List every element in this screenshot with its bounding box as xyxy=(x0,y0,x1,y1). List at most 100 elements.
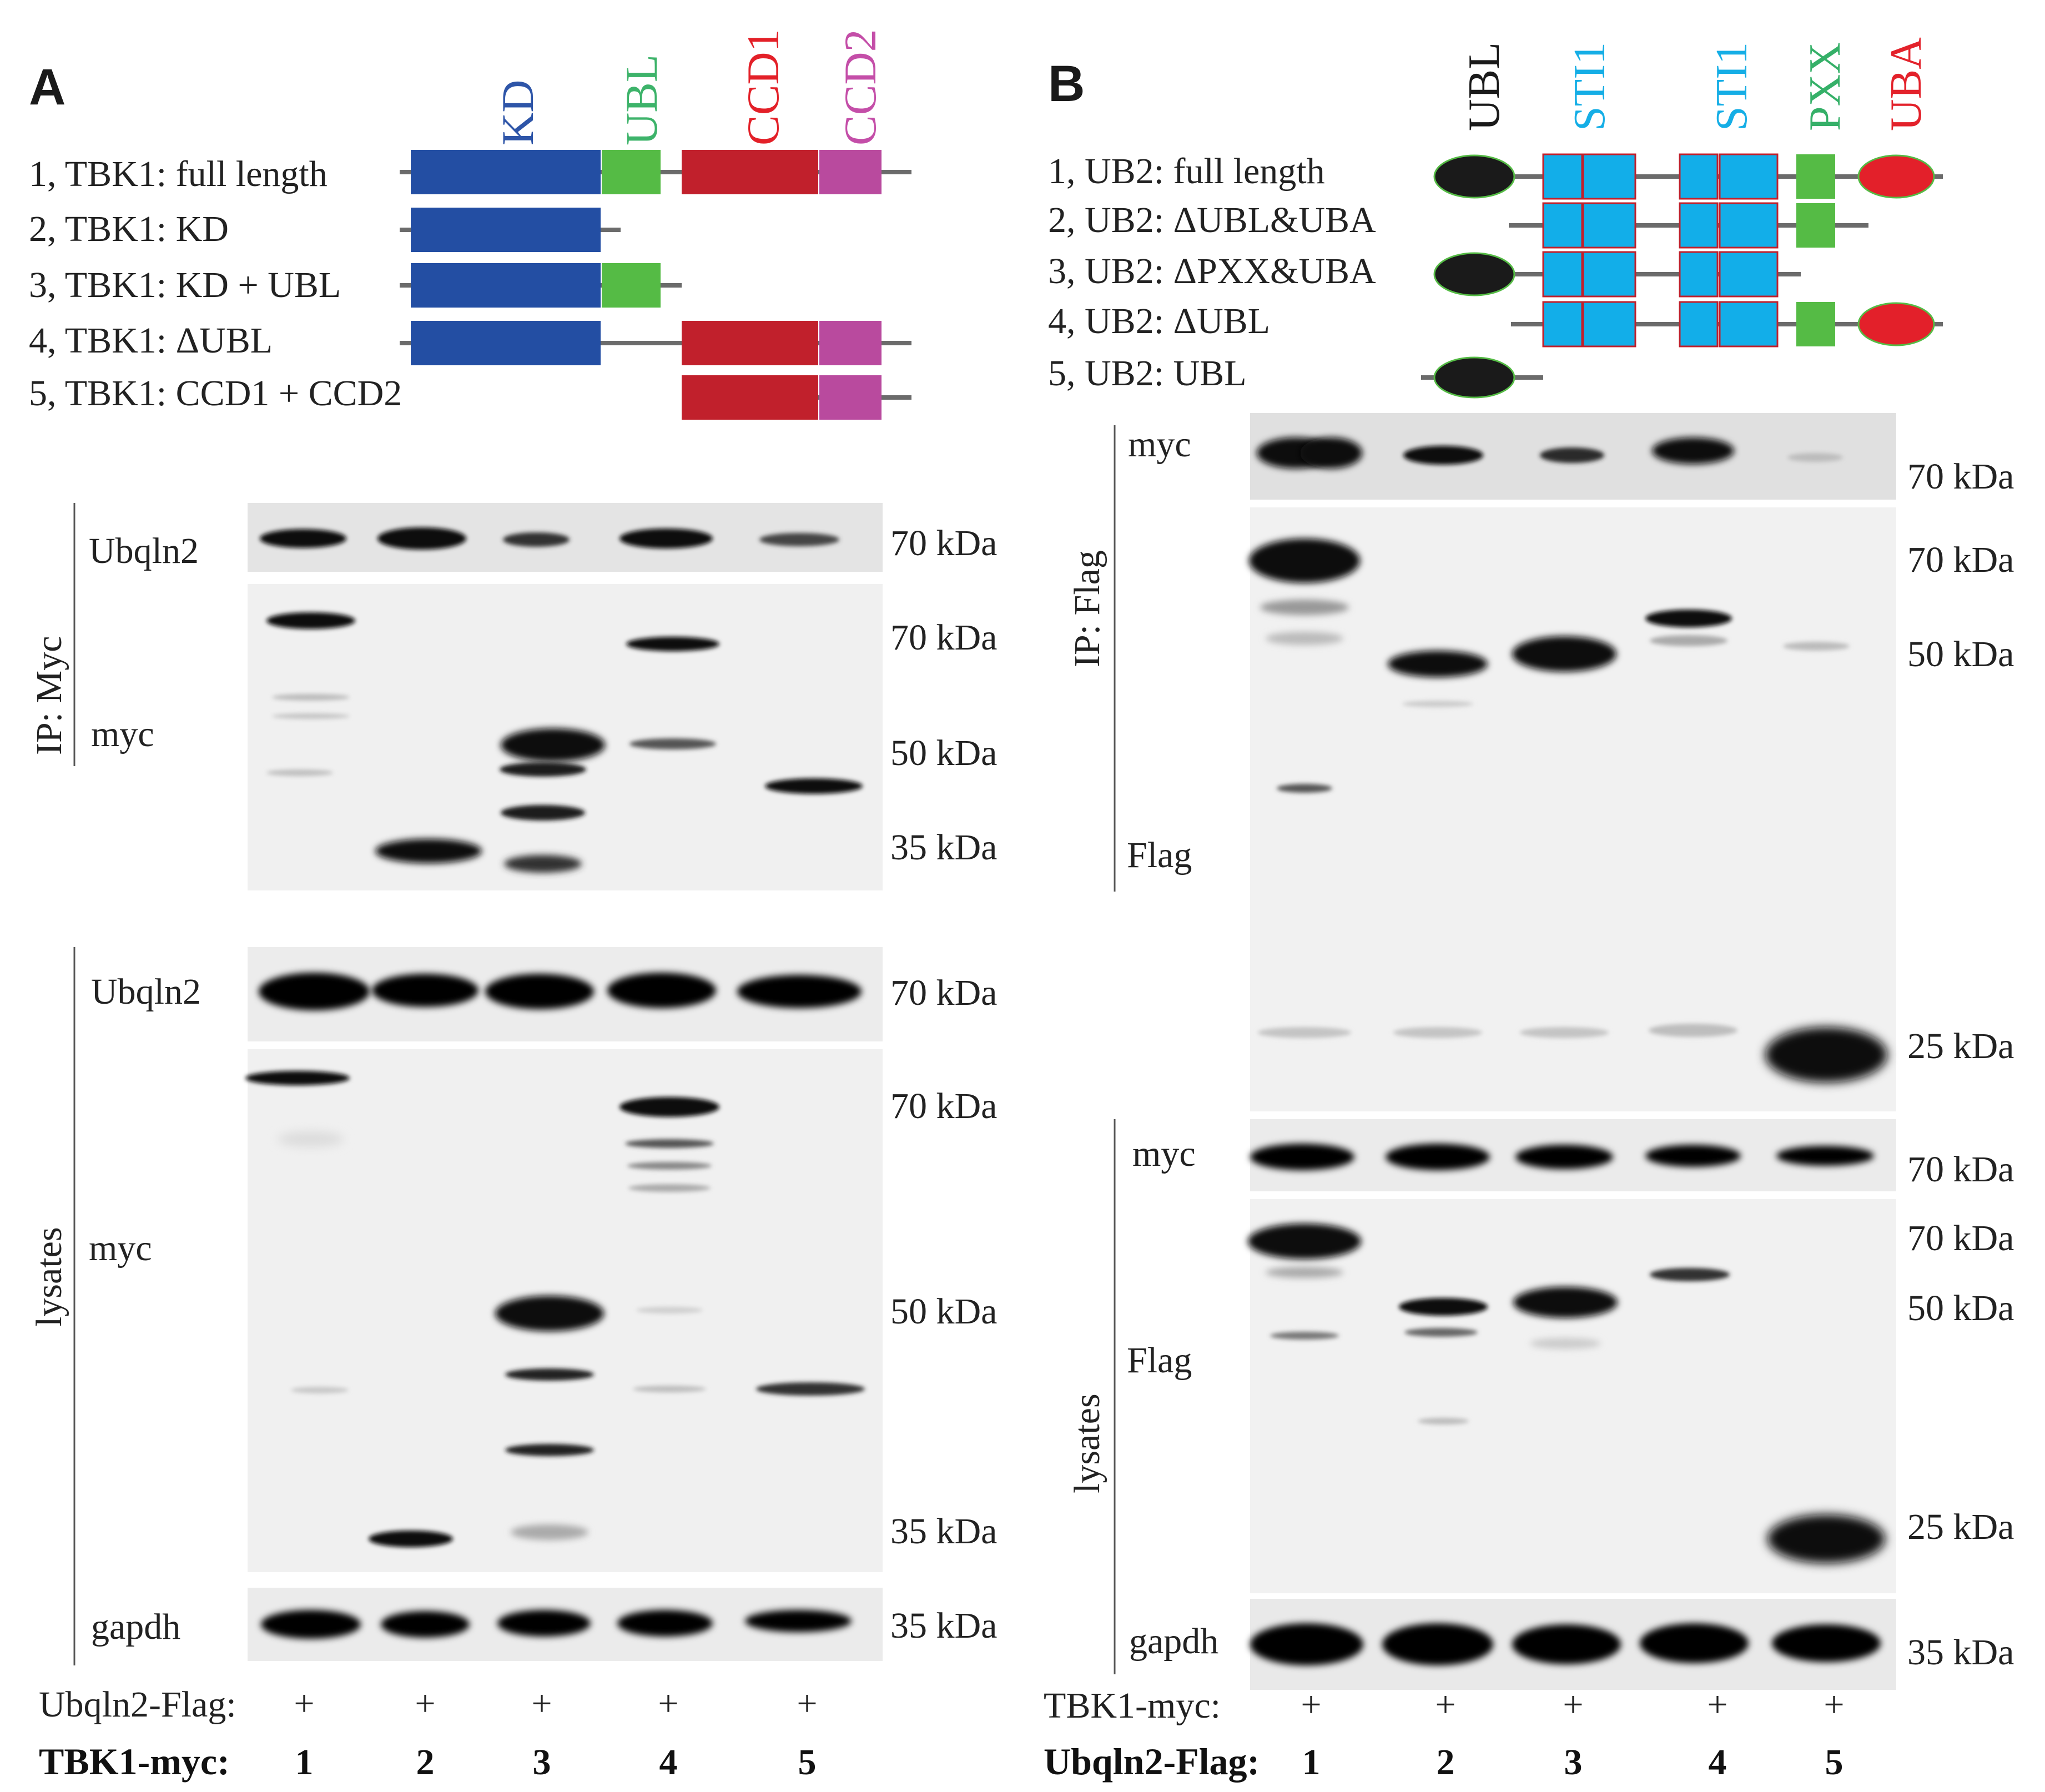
ubl-domain-box xyxy=(602,263,661,308)
pxx-domain-label: PXX xyxy=(1801,42,1850,131)
plus-b-3: + xyxy=(1563,1684,1583,1725)
marker-a-myc-ip-50: 50 kDa xyxy=(890,733,997,773)
ccd2-domain-label: CCD2 xyxy=(835,29,885,145)
sti1-domain-label-2: STI1 xyxy=(1707,42,1756,131)
blot-label-ubqln2-ip: Ubqln2 xyxy=(89,531,199,571)
construct-label-a4: 4, TBK1: ΔUBL xyxy=(29,320,273,361)
lane-number-b-5: 5 xyxy=(1825,1742,1843,1783)
ubl-domain-ellipse xyxy=(1433,154,1515,199)
sti1-box xyxy=(1719,251,1779,298)
blot-b-flag-ip xyxy=(1250,507,1896,1111)
construct-diagram-b2 xyxy=(1509,202,1868,249)
ubl-domain-label-b: UBL xyxy=(1460,42,1509,131)
kd-domain-box xyxy=(411,263,601,308)
ip-label-a: IP: Myc xyxy=(29,636,69,756)
construct-label-a5: 5, TBK1: CCD1 + CCD2 xyxy=(29,373,402,414)
sti1-box xyxy=(1582,202,1636,249)
blot-label-gapdh: gapdh xyxy=(91,1607,180,1647)
marker-a-myc-ip-70: 70 kDa xyxy=(890,617,997,658)
blot-label-ubqln2-lysates: Ubqln2 xyxy=(91,971,201,1012)
construct-label-b1: 1, UB2: full length xyxy=(1048,151,1325,192)
lane-number-a-1: 1 xyxy=(295,1742,314,1783)
bands-b-flag-ip xyxy=(1249,538,1887,1083)
blot-label-b-flag-lysates: Flag xyxy=(1127,1340,1192,1381)
lane-number-a-2: 2 xyxy=(416,1742,435,1783)
ubl-domain-label: UBL xyxy=(616,54,667,145)
lane-number-a-5: 5 xyxy=(798,1742,817,1783)
construct-diagram-a3 xyxy=(400,263,682,308)
ccd2-domain-box xyxy=(819,150,882,194)
marker-b-flag-ip-50: 50 kDa xyxy=(1907,634,2014,674)
construct-label-b5: 5, UB2: UBL xyxy=(1048,353,1247,394)
ccd1-domain-box xyxy=(682,150,818,194)
kd-domain-box xyxy=(411,208,601,252)
sti1-box xyxy=(1679,301,1719,348)
panel-b-letter: B xyxy=(1048,56,1085,112)
marker-a-myc-ip-35: 35 kDa xyxy=(890,827,997,868)
construct-diagram-b3 xyxy=(1433,251,1801,298)
lysates-label-a: lysates xyxy=(29,1227,69,1327)
plus-a-4: + xyxy=(658,1683,678,1724)
pxx-box xyxy=(1796,203,1835,248)
plus-a-3: + xyxy=(531,1683,552,1724)
construct-diagram-b1 xyxy=(1433,153,1943,200)
ccd2-domain-box xyxy=(819,375,882,420)
sti1-box xyxy=(1582,301,1636,348)
panel-a-letter: A xyxy=(29,59,66,115)
sti1-box xyxy=(1542,202,1583,249)
bands-a-myc-ip xyxy=(266,612,863,873)
plus-b-5: + xyxy=(1824,1684,1844,1725)
lane-number-a-3: 3 xyxy=(533,1742,551,1783)
plus-b-2: + xyxy=(1435,1684,1455,1725)
plus-a-2: + xyxy=(415,1683,435,1724)
sti1-box xyxy=(1679,202,1719,249)
bands-b-myc-ip xyxy=(1257,437,1843,469)
sti1-box xyxy=(1542,251,1583,298)
kd-domain-label: KD xyxy=(492,80,543,145)
marker-a-myc-lys-50: 50 kDa xyxy=(890,1291,997,1332)
lysates-label-b: lysates xyxy=(1067,1393,1107,1493)
lane-number-b-4: 4 xyxy=(1709,1742,1727,1783)
sti1-box xyxy=(1582,153,1636,200)
row1-values-b: + + + + + xyxy=(1301,1684,1844,1725)
lane-number-b-2: 2 xyxy=(1437,1742,1455,1783)
sti1-box xyxy=(1679,251,1719,298)
pxx-box xyxy=(1796,302,1835,346)
marker-b-flag-ip-70: 70 kDa xyxy=(1907,540,2014,580)
ubl-domain-ellipse xyxy=(1433,356,1515,399)
marker-b-gapdh: 35 kDa xyxy=(1907,1632,2014,1673)
sti1-box xyxy=(1542,301,1583,348)
plus-b-4: + xyxy=(1707,1684,1727,1725)
construct-label-b4: 4, UB2: ΔUBL xyxy=(1048,301,1270,341)
lane-number-b-1: 1 xyxy=(1302,1742,1321,1783)
construct-diagram-b5 xyxy=(1421,356,1543,399)
marker-a-ubqln2-lysates: 70 kDa xyxy=(890,973,997,1013)
ubl-domain-ellipse xyxy=(1433,252,1515,296)
row2-label-b: Ubqln2-Flag: xyxy=(1044,1740,1260,1783)
marker-b-flag-lys-50: 50 kDa xyxy=(1907,1288,2014,1328)
blot-label-myc-lysates: myc xyxy=(89,1228,152,1269)
row2-values-a: 1 2 3 4 5 xyxy=(295,1742,817,1783)
blot-label-b-myc-lysates: myc xyxy=(1132,1134,1196,1174)
kd-domain-box xyxy=(411,321,601,365)
construct-diagram-a5 xyxy=(682,375,911,420)
pxx-box xyxy=(1796,154,1835,199)
sti1-box xyxy=(1719,301,1779,348)
marker-a-gapdh: 35 kDa xyxy=(890,1605,997,1646)
plus-a-5: + xyxy=(797,1683,817,1724)
marker-a-myc-lys-35: 35 kDa xyxy=(890,1511,997,1552)
marker-b-myc-lysates: 70 kDa xyxy=(1907,1149,2014,1190)
construct-diagram-a1 xyxy=(400,150,911,194)
bands-a-myc-lysates xyxy=(245,1071,865,1547)
sti1-domain-label-1: STI1 xyxy=(1565,42,1614,131)
marker-b-myc-ip: 70 kDa xyxy=(1907,456,2014,497)
sti1-box xyxy=(1679,153,1719,200)
sti1-box xyxy=(1719,202,1779,249)
uba-domain-ellipse xyxy=(1857,154,1935,199)
ccd2-domain-box xyxy=(819,321,882,365)
row1-label-a: Ubqln2-Flag: xyxy=(39,1684,236,1725)
ubl-domain-box xyxy=(602,150,661,194)
bands-b-gapdh xyxy=(1250,1623,1881,1665)
lane-number-a-4: 4 xyxy=(659,1742,678,1783)
